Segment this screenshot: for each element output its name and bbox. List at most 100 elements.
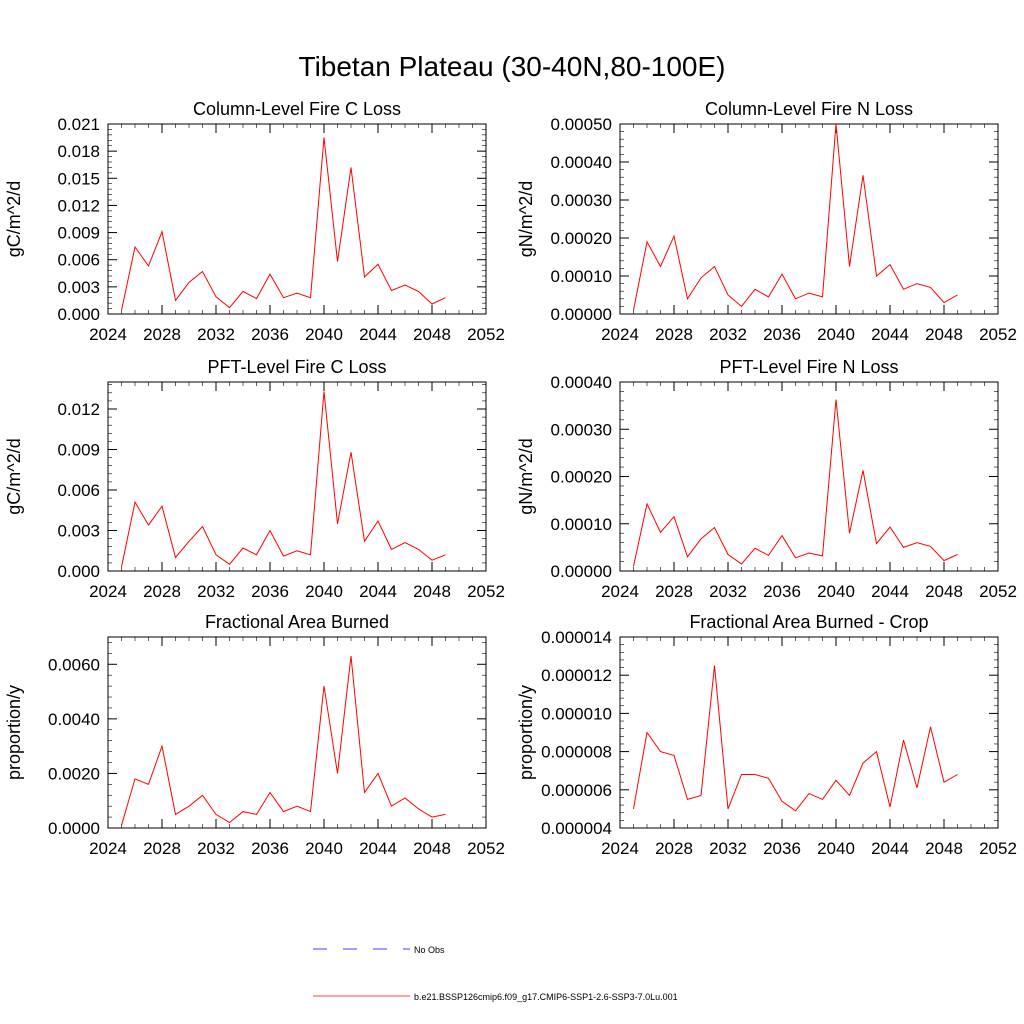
y-tick-label: 0.000012 [541,666,612,685]
plot-frame [107,381,487,572]
figure-title: Tibetan Plateau (30-40N,80-100E) [299,51,726,82]
panel-title: PFT-Level Fire C Loss [207,357,386,377]
panel-title: Column-Level Fire C Loss [193,99,401,119]
x-tick-label: 2044 [871,582,909,601]
y-tick-label: 0.0040 [48,710,100,729]
legend: No Obs b.e21.BSSP126cmip6.f09_g17.CMIP6-… [313,945,678,1002]
x-tick-label: 2052 [979,839,1017,858]
y-tick-label: 0.012 [57,400,100,419]
y-tick-label: 0.000004 [541,819,612,838]
x-tick-label: 2040 [305,582,343,601]
x-tick-label: 2028 [655,839,693,858]
y-tick-label: 0.018 [57,142,100,161]
y-tick-label: 0.012 [57,196,100,215]
x-tick-label: 2040 [305,325,343,344]
x-tick-label: 2028 [655,582,693,601]
x-tick-label: 2032 [709,839,747,858]
plot-frame [619,123,999,315]
x-tick-label: 2024 [601,839,639,858]
x-tick-label: 2032 [709,325,747,344]
y-tick-label: 0.000008 [541,743,612,762]
plot-frame [619,636,999,829]
x-tick-label: 2048 [413,582,451,601]
x-tick-label: 2044 [871,839,909,858]
y-tick-label: 0.009 [57,441,100,460]
x-tick-label: 2044 [359,582,397,601]
x-tick-label: 2052 [979,325,1017,344]
y-tick-label: 0.00010 [551,267,612,286]
panel-2: Column-Level Fire N Loss 2024 2028 2032 2036… [516,99,1017,344]
y-axis-label: proportion/y [4,685,24,780]
y-tick-label: 0.000010 [541,704,612,723]
legend-obs-label: No Obs [414,945,445,955]
panels: Column-Level Fire C Loss 2024 2028 2032 2036… [4,99,1017,858]
y-tick-label: 0.009 [57,224,100,243]
y-tick-label: 0.000014 [541,628,612,647]
panel-6: Fractional Area Burned - Crop 2024 2028 203… [516,612,1017,858]
x-tick-label: 2036 [251,325,289,344]
y-axis-label: gN/m^2/d [516,438,536,514]
x-tick-label: 2048 [413,839,451,858]
x-tick-label: 2052 [467,325,505,344]
x-tick-label: 2052 [467,839,505,858]
plot-frame [107,636,487,829]
x-tick-label: 2028 [655,325,693,344]
x-tick-label: 2036 [251,582,289,601]
x-tick-label: 2024 [601,582,639,601]
series-line [633,399,958,567]
y-tick-label: 0.00030 [551,420,612,439]
x-tick-label: 2028 [143,839,181,858]
y-axis-label: gC/m^2/d [4,181,24,257]
x-tick-label: 2036 [763,582,801,601]
y-tick-label: 0.00040 [551,373,612,392]
y-tick-label: 0.000006 [541,781,612,800]
x-tick-label: 2024 [601,325,639,344]
x-tick-label: 2036 [763,839,801,858]
y-axis-label: gN/m^2/d [516,181,536,257]
y-tick-label: 0.0000 [48,819,100,838]
y-tick-label: 0.000 [57,562,100,581]
y-tick-label: 0.021 [57,115,100,134]
y-tick-label: 0.015 [57,169,100,188]
y-tick-label: 0.006 [57,251,100,270]
y-tick-label: 0.00020 [551,468,612,487]
x-tick-label: 2048 [925,325,963,344]
y-tick-label: 0.00030 [551,191,612,210]
x-tick-label: 2044 [359,325,397,344]
y-tick-label: 0.00050 [551,115,612,134]
series-line [121,656,446,826]
y-tick-label: 0.003 [57,522,100,541]
y-tick-label: 0.0060 [48,655,100,674]
panel-3: PFT-Level Fire C Loss 2024 2028 2032 2036 204… [4,357,505,601]
x-tick-label: 2024 [89,325,127,344]
x-tick-label: 2052 [979,582,1017,601]
y-axis-label: gC/m^2/d [4,438,24,514]
x-tick-label: 2028 [143,325,181,344]
x-tick-label: 2048 [925,839,963,858]
x-tick-label: 2048 [925,582,963,601]
y-tick-label: 0.00040 [551,153,612,172]
plot-frame [107,123,487,315]
x-tick-label: 2040 [817,582,855,601]
y-tick-label: 0.0020 [48,764,100,783]
x-tick-label: 2036 [251,839,289,858]
y-tick-label: 0.00010 [551,515,612,534]
x-tick-label: 2044 [871,325,909,344]
series-line [121,391,446,568]
x-tick-label: 2032 [197,839,235,858]
x-tick-label: 2040 [817,325,855,344]
panel-1: Column-Level Fire C Loss 2024 2028 2032 2036… [4,99,505,344]
panel-title: Fractional Area Burned [205,612,389,632]
x-tick-label: 2032 [197,325,235,344]
legend-model-label: b.e21.BSSP126cmip6.f09_g17.CMIP6-SSP1-2.… [414,992,678,1002]
x-tick-label: 2048 [413,325,451,344]
x-tick-label: 2040 [305,839,343,858]
x-tick-label: 2028 [143,582,181,601]
x-tick-label: 2032 [197,582,235,601]
x-tick-label: 2024 [89,839,127,858]
x-tick-label: 2044 [359,839,397,858]
panel-title: Column-Level Fire N Loss [705,99,913,119]
panel-title: PFT-Level Fire N Loss [719,357,898,377]
panel-4: PFT-Level Fire N Loss 2024 2028 2032 2036 204… [516,357,1017,601]
series-line [121,137,446,311]
